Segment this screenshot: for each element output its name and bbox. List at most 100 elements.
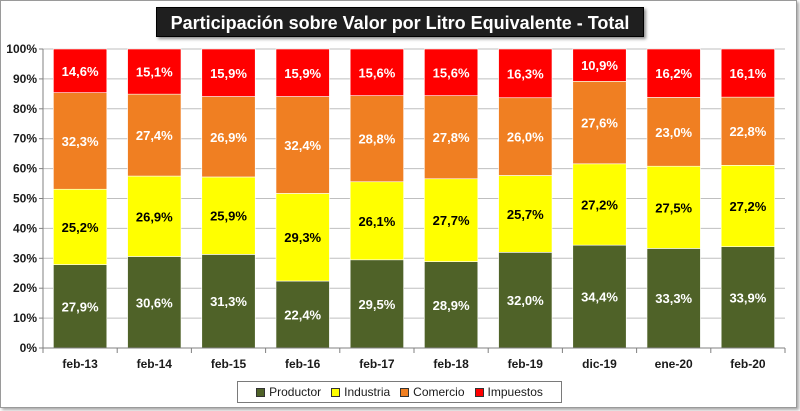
- bar-segment-comercio: [498, 97, 553, 176]
- bar-segment-productor: [275, 280, 330, 349]
- bar-segment-productor: [498, 252, 553, 349]
- x-tick-label: feb-18: [433, 357, 469, 371]
- bar-segment-comercio: [424, 95, 479, 180]
- data-label-productor: 29,5%: [358, 297, 395, 312]
- legend-swatch-productor: [256, 387, 266, 397]
- y-tick-label: 60%: [13, 162, 37, 176]
- bar-segment-industria: [498, 175, 553, 253]
- legend-label-industria: Industria: [344, 385, 391, 399]
- data-label-impuestos: 15,6%: [358, 65, 395, 80]
- bar-segment-productor: [127, 256, 182, 349]
- data-label-impuestos: 14,6%: [62, 64, 99, 79]
- data-label-impuestos: 15,1%: [136, 65, 173, 80]
- data-label-productor: 22,4%: [284, 308, 321, 323]
- legend-swatch-impuestos: [474, 387, 484, 397]
- x-tick-label: feb-20: [730, 357, 766, 371]
- x-tick-label: dic-19: [582, 357, 617, 371]
- bar-segment-comercio: [53, 92, 108, 190]
- data-label-impuestos: 10,9%: [581, 58, 618, 73]
- bar-segment-productor: [720, 246, 775, 349]
- data-label-industria: 27,2%: [581, 197, 618, 212]
- bar-segment-impuestos: [275, 48, 330, 97]
- y-tick-label: 100%: [6, 42, 37, 56]
- bar-segment-comercio: [720, 96, 775, 166]
- data-label-industria: 25,9%: [210, 209, 247, 224]
- data-label-industria: 27,2%: [729, 199, 766, 214]
- data-label-industria: 25,2%: [62, 220, 99, 235]
- data-label-comercio: 32,3%: [62, 134, 99, 149]
- data-label-industria: 26,1%: [358, 214, 395, 229]
- data-label-productor: 31,3%: [210, 294, 247, 309]
- bar-segment-industria: [201, 176, 256, 255]
- bar-segment-impuestos: [349, 48, 404, 96]
- bar-segment-comercio: [127, 93, 182, 177]
- bar-segment-industria: [646, 165, 701, 249]
- data-label-industria: 29,3%: [284, 230, 321, 245]
- data-label-productor: 34,4%: [581, 290, 618, 305]
- bar-segment-industria: [349, 181, 404, 261]
- bar-segment-impuestos: [646, 48, 701, 98]
- x-tick-label: feb-16: [285, 357, 321, 371]
- legend-item-comercio: Comercio: [400, 385, 465, 399]
- data-label-comercio: 26,0%: [507, 130, 544, 145]
- x-tick-label: feb-14: [137, 357, 173, 371]
- chart-legend: Productor Industria Comercio Impuestos: [237, 381, 562, 403]
- data-label-productor: 28,9%: [433, 298, 470, 313]
- data-label-comercio: 26,9%: [210, 130, 247, 145]
- x-tick-label: feb-15: [211, 357, 247, 371]
- bar-segment-productor: [53, 264, 108, 349]
- x-tick-label: ene-20: [655, 357, 693, 371]
- y-tick-label: 90%: [13, 72, 37, 86]
- bar-segment-industria: [572, 163, 627, 246]
- y-tick-label: 50%: [13, 192, 37, 206]
- data-label-comercio: 23,0%: [655, 125, 692, 140]
- data-label-comercio: 27,6%: [581, 116, 618, 131]
- y-tick-label: 70%: [13, 132, 37, 146]
- y-tick-label: 20%: [13, 281, 37, 295]
- data-label-impuestos: 15,9%: [284, 66, 321, 81]
- data-label-productor: 27,9%: [62, 299, 99, 314]
- data-label-productor: 32,0%: [507, 293, 544, 308]
- bar-segment-industria: [424, 178, 479, 262]
- y-tick-label: 80%: [13, 102, 37, 116]
- bar-segment-productor: [349, 259, 404, 349]
- data-label-productor: 33,3%: [655, 291, 692, 306]
- bar-segment-productor: [201, 254, 256, 349]
- chart-title: Participación sobre Valor por Litro Equi…: [156, 7, 644, 63]
- y-tick-label: 40%: [13, 221, 37, 235]
- bar-segment-productor: [424, 261, 479, 349]
- y-tick-label: 30%: [13, 251, 37, 265]
- data-label-comercio: 32,4%: [284, 138, 321, 153]
- data-label-impuestos: 15,9%: [210, 66, 247, 81]
- data-label-impuestos: 16,3%: [507, 66, 544, 81]
- bar-segment-impuestos: [127, 48, 182, 95]
- bar-segment-industria: [127, 175, 182, 257]
- data-label-comercio: 22,8%: [729, 124, 766, 139]
- legend-item-industria: Industria: [331, 385, 390, 399]
- x-tick-label: feb-13: [62, 357, 98, 371]
- data-label-industria: 26,9%: [136, 209, 173, 224]
- data-label-impuestos: 15,6%: [433, 65, 470, 80]
- legend-label-impuestos: Impuestos: [487, 385, 543, 399]
- bar-segment-productor: [646, 248, 701, 349]
- legend-item-productor: Productor: [256, 385, 321, 399]
- x-tick-label: feb-17: [359, 357, 395, 371]
- x-tick-label: feb-19: [508, 357, 544, 371]
- bar-segment-industria: [720, 165, 775, 247]
- bar-segment-comercio: [572, 80, 627, 165]
- data-label-industria: 27,7%: [433, 213, 470, 228]
- bar-segment-impuestos: [498, 48, 553, 99]
- data-label-impuestos: 16,2%: [655, 66, 692, 81]
- legend-swatch-industria: [331, 387, 341, 397]
- data-label-industria: 25,7%: [507, 207, 544, 222]
- data-label-industria: 27,5%: [655, 200, 692, 215]
- data-label-comercio: 27,4%: [136, 128, 173, 143]
- bar-segment-impuestos: [720, 48, 775, 98]
- bar-segment-industria: [275, 193, 330, 282]
- y-tick-label: 0%: [20, 341, 38, 355]
- legend-label-comercio: Comercio: [413, 385, 465, 399]
- data-label-productor: 30,6%: [136, 295, 173, 310]
- bar-segment-impuestos: [572, 48, 627, 82]
- y-tick-label: 10%: [13, 311, 37, 325]
